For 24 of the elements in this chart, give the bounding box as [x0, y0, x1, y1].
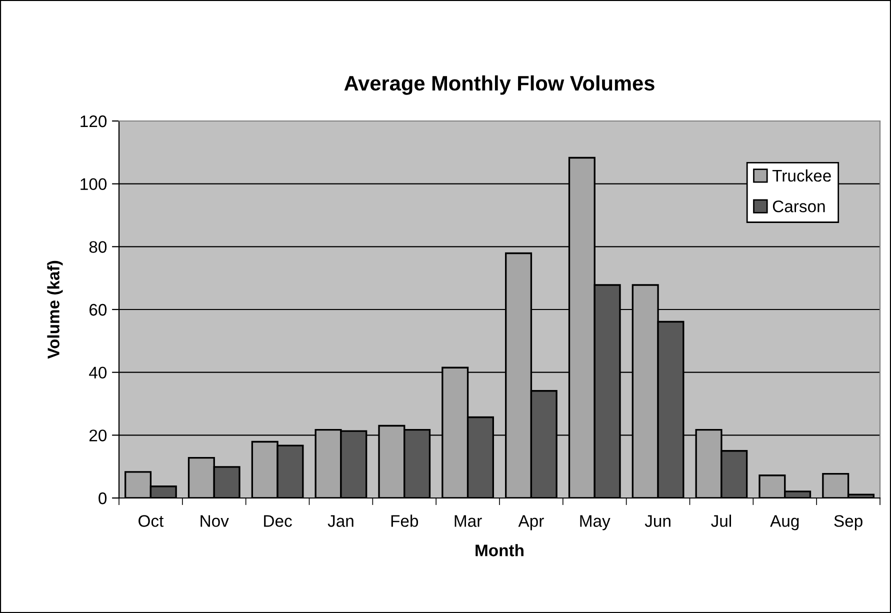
legend-label: Truckee	[772, 169, 831, 182]
y-tick-label: 80	[89, 241, 107, 253]
y-tick-label: 40	[89, 366, 107, 379]
y-tick-label: 120	[80, 115, 107, 128]
x-tick-label: Jul	[711, 514, 731, 527]
chart-title: Average Monthly Flow Volumes	[344, 75, 654, 95]
x-tick-label: Feb	[391, 514, 418, 527]
x-axis-title: Month	[476, 544, 524, 556]
x-tick-label: Sep	[834, 515, 862, 530]
x-tick-label: Jun	[644, 515, 670, 527]
legend-label: Carson	[772, 200, 825, 212]
y-tick-label: 0	[98, 492, 107, 504]
x-tick-label: May	[580, 515, 610, 530]
x-tick-label: Apr	[518, 515, 544, 530]
x-tick-label: Dec	[264, 515, 292, 527]
y-tick-label: 20	[89, 430, 107, 442]
x-tick-label: Nov	[200, 515, 229, 527]
x-tick-label: Jan	[328, 515, 354, 527]
y-axis-title: Volume (kaf)	[47, 260, 63, 359]
x-tick-label: Aug	[770, 515, 799, 530]
y-tick-label: 60	[90, 304, 107, 316]
y-tick-label: 100	[80, 178, 107, 190]
x-tick-label: Mar	[454, 515, 482, 527]
x-tick-label: Oct	[138, 515, 164, 527]
